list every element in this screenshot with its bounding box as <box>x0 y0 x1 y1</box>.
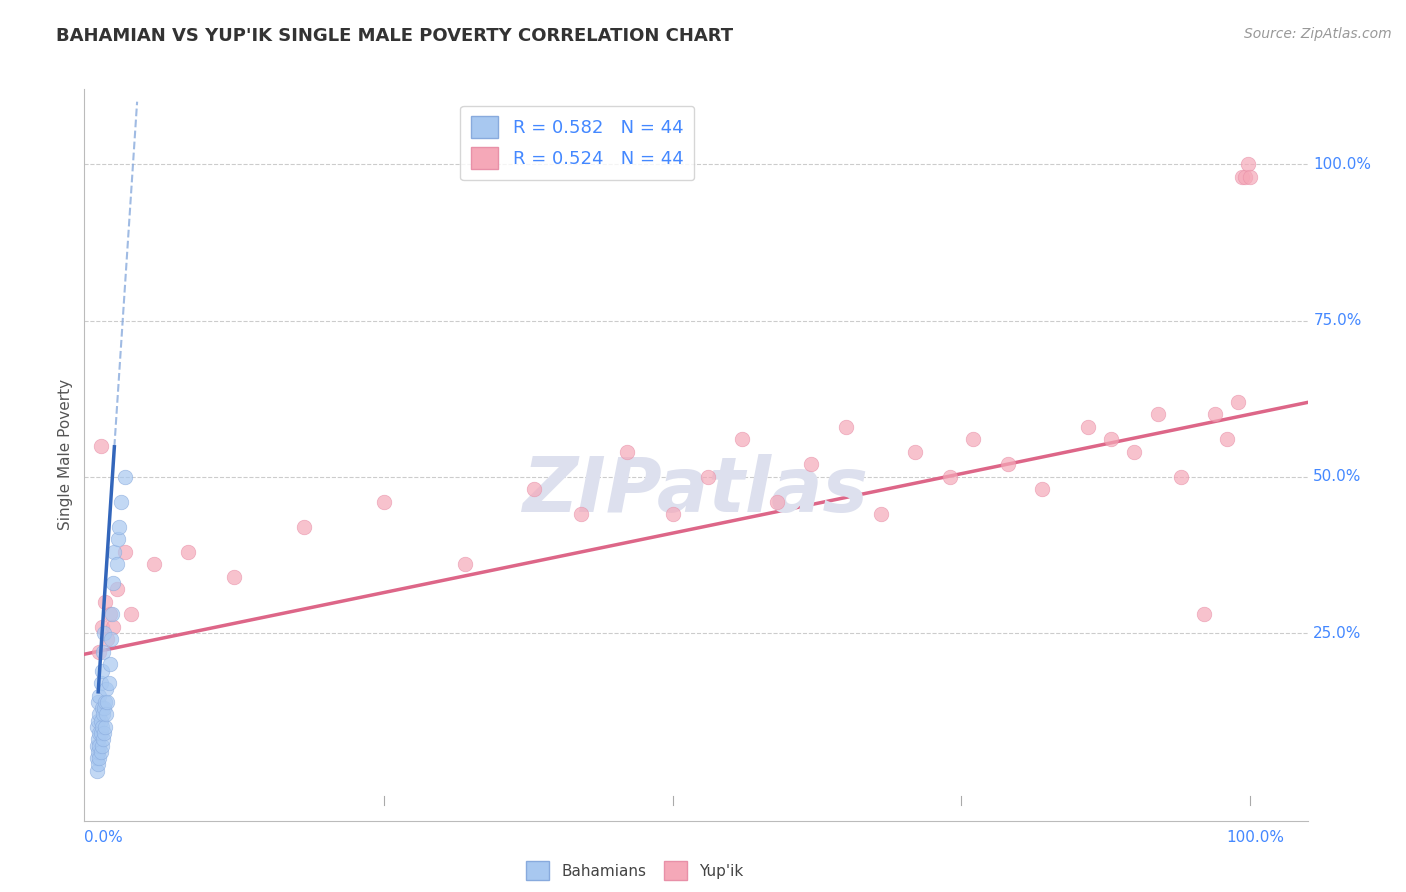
Point <box>142 558 165 572</box>
Point <box>1204 407 1226 421</box>
Point <box>114 545 136 559</box>
Point <box>87 695 110 709</box>
Point <box>91 732 114 747</box>
Point <box>1031 483 1053 497</box>
Legend: Bahamians, Yup'ik: Bahamians, Yup'ik <box>520 855 749 886</box>
Point <box>110 495 132 509</box>
Point <box>101 607 124 622</box>
Point <box>89 745 111 759</box>
Point <box>89 751 111 765</box>
Point <box>1123 444 1146 458</box>
Point <box>1170 470 1192 484</box>
Point <box>1099 432 1122 446</box>
Point <box>105 582 128 597</box>
Point <box>86 764 108 778</box>
Point <box>1192 607 1215 622</box>
Point <box>86 720 108 734</box>
Point <box>997 458 1019 472</box>
Point <box>94 595 117 609</box>
Text: Source: ZipAtlas.com: Source: ZipAtlas.com <box>1244 27 1392 41</box>
Point <box>100 632 122 647</box>
Point <box>89 739 111 753</box>
Text: 100.0%: 100.0% <box>1313 157 1371 172</box>
Point <box>904 444 927 458</box>
Point <box>1230 169 1253 184</box>
Point <box>1234 169 1257 184</box>
Point <box>869 508 891 522</box>
Point <box>103 576 125 591</box>
Point <box>89 438 111 452</box>
Point <box>87 745 110 759</box>
Point <box>120 607 142 622</box>
Point <box>91 707 114 722</box>
Point <box>89 645 111 659</box>
Point <box>616 444 638 458</box>
Point <box>90 739 112 753</box>
Point <box>373 495 395 509</box>
Point <box>662 508 685 522</box>
Text: ZIPatlas: ZIPatlas <box>523 455 869 528</box>
Point <box>91 645 114 659</box>
Point <box>87 732 110 747</box>
Point <box>696 470 718 484</box>
Point <box>1239 169 1261 184</box>
Point <box>93 626 115 640</box>
Point <box>1236 157 1258 171</box>
Point <box>939 470 962 484</box>
Text: 0.0%: 0.0% <box>84 830 124 845</box>
Point <box>1216 432 1239 446</box>
Point <box>98 657 121 672</box>
Point <box>93 726 115 740</box>
Text: 25.0%: 25.0% <box>1313 625 1362 640</box>
Point <box>97 676 120 690</box>
Point <box>90 701 112 715</box>
Text: BAHAMIAN VS YUP'IK SINGLE MALE POVERTY CORRELATION CHART: BAHAMIAN VS YUP'IK SINGLE MALE POVERTY C… <box>56 27 734 45</box>
Point <box>800 458 823 472</box>
Point <box>86 751 108 765</box>
Y-axis label: Single Male Poverty: Single Male Poverty <box>58 379 73 531</box>
Point <box>87 714 110 728</box>
Point <box>105 558 128 572</box>
Point <box>94 720 117 734</box>
Text: 100.0%: 100.0% <box>1226 830 1285 845</box>
Point <box>89 689 111 703</box>
Point <box>89 676 111 690</box>
Point <box>96 682 118 697</box>
Point <box>90 720 112 734</box>
Text: 50.0%: 50.0% <box>1313 469 1362 484</box>
Point <box>835 419 858 434</box>
Point <box>1146 407 1168 421</box>
Point <box>93 701 115 715</box>
Point <box>569 508 592 522</box>
Point <box>103 545 125 559</box>
Point <box>89 726 111 740</box>
Point <box>292 520 315 534</box>
Point <box>96 707 118 722</box>
Point <box>89 714 111 728</box>
Point <box>224 570 246 584</box>
Point <box>87 757 110 772</box>
Point <box>107 533 129 547</box>
Point <box>1227 394 1250 409</box>
Point <box>114 470 136 484</box>
Point <box>96 632 118 647</box>
Point <box>103 620 125 634</box>
Point <box>98 607 121 622</box>
Point <box>96 695 118 709</box>
Point <box>108 520 131 534</box>
Point <box>177 545 200 559</box>
Point <box>1077 419 1099 434</box>
Text: 75.0%: 75.0% <box>1313 313 1362 328</box>
Point <box>731 432 754 446</box>
Point <box>89 707 111 722</box>
Point <box>523 483 546 497</box>
Point <box>89 726 111 740</box>
Point <box>94 695 117 709</box>
Point <box>765 495 787 509</box>
Point <box>962 432 984 446</box>
Point <box>86 739 108 753</box>
Point <box>454 558 477 572</box>
Point <box>90 620 112 634</box>
Point <box>90 664 112 678</box>
